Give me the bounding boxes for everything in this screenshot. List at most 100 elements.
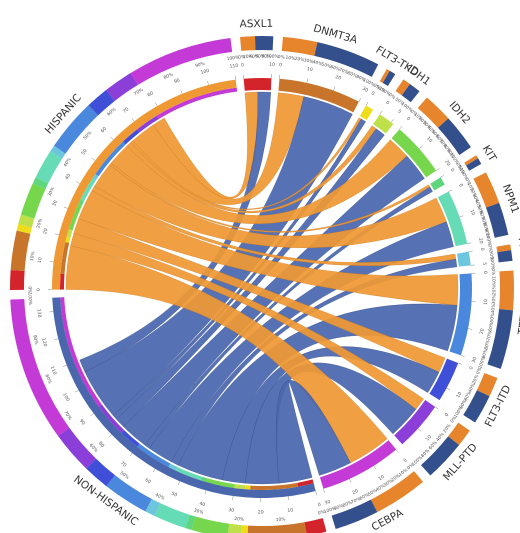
tick-label-idh1-0: 0 <box>385 100 391 107</box>
group-inner-band-non-hispanic-mll-ptd <box>98 404 124 433</box>
tick-hispanic-20 <box>54 233 59 235</box>
percent-label-npm1-50pct: 50% <box>475 204 484 215</box>
group-inner-band-hispanic-asxl1 <box>60 273 65 290</box>
chord-hispanic-phf6 <box>91 185 457 266</box>
percent-label-idh2-30pct: 30% <box>421 120 432 131</box>
tick-label-hispanic-100: 100 <box>200 68 210 76</box>
group-inner-band-hispanic-idh1 <box>66 229 73 238</box>
tick-label-kit-0: 0 <box>449 167 456 173</box>
percent-label-tet2-50pct: 50% <box>489 313 496 323</box>
percent-label-dnmt3a-70pct: 70% <box>338 67 349 76</box>
tick-label-npm1-10: 10 <box>469 209 477 217</box>
percent-label-hispanic-50pct: 50% <box>82 130 93 141</box>
tick-hispanic-60 <box>110 136 114 140</box>
percent-label-idh2-60pct: 60% <box>434 133 445 144</box>
tick-npm1-0 <box>448 189 453 192</box>
tick-mll-ptd-0 <box>435 406 439 410</box>
tick-hispanic-30 <box>63 206 68 209</box>
outer-hispanic-npm1 <box>473 172 500 208</box>
tick-hispanic-110 <box>234 75 236 80</box>
percent-label-non-hispanic-0pct: 0% <box>317 509 325 517</box>
tick-non-hispanic-30 <box>232 495 234 500</box>
percent-label-flt3-itd-80pct: 80% <box>458 398 468 409</box>
percent-label-tet2-70pct: 70% <box>486 331 494 342</box>
inner-arc-flt3-tkd <box>360 105 374 120</box>
tick-hispanic-90 <box>180 89 183 94</box>
percent-label-asxl1-0pct: 0% <box>238 54 245 61</box>
inner-arc-flt3-itd <box>429 358 459 401</box>
percent-label-tet2-80pct: 80% <box>483 339 491 350</box>
inner-arc-idh2 <box>391 129 437 178</box>
tick-label-dnmt3a-10: 10 <box>306 66 313 73</box>
chord-hispanic-idh1 <box>126 125 377 214</box>
group-inner-band-non-hispanic-kit <box>200 476 207 482</box>
percent-label-asxl1-100pct: 100% <box>266 53 279 60</box>
percent-label-phf6-0pct: 0% <box>486 244 493 252</box>
tick-idh2-0 <box>399 126 403 130</box>
tick-non-hispanic-70 <box>129 452 133 457</box>
percent-label-non-hispanic-50pct: 50% <box>119 470 130 481</box>
inner-arc-asxl1 <box>243 77 272 91</box>
outer-hispanic-phf6 <box>496 244 512 253</box>
tick-non-hispanic-40 <box>204 490 207 495</box>
group-inner-band-non-hispanic-flt3-itd <box>121 429 140 447</box>
percent-label-tet2-0pct: 0% <box>490 268 496 275</box>
tick-label-dnmt3a-30: 30 <box>361 86 369 94</box>
outer-mix-non-hispanic-asxl1 <box>304 518 327 533</box>
percent-label-npm1-30pct: 30% <box>471 193 480 204</box>
segment-label-npm1: NPM1 <box>500 183 520 215</box>
tick-npm1-20 <box>467 242 472 244</box>
tick-label-hispanic-0: 0 <box>34 288 40 291</box>
percent-label-non-hispanic-80pct: 80% <box>43 373 52 384</box>
outer-mix-hispanic-tet2 <box>53 105 99 154</box>
tick-hispanic-80 <box>155 102 158 107</box>
percent-label-hispanic-60pct: 60% <box>106 107 117 118</box>
tick-label-hispanic-70: 70 <box>122 106 130 114</box>
tick-label-hispanic-40: 40 <box>64 173 72 181</box>
percent-label-flt3-itd-100pct: 100% <box>453 405 465 419</box>
segment-label-tet2: TET2 <box>516 308 520 336</box>
percent-label-tet2-20pct: 20% <box>491 285 497 295</box>
tick-hispanic-100 <box>207 81 209 85</box>
outer-hispanic-kit <box>464 155 479 166</box>
percent-label-cebpa-60pct: 60% <box>359 492 370 502</box>
tick-label-idh1-5: 5 <box>396 108 402 115</box>
tick-hispanic-40 <box>76 181 80 184</box>
percent-label-phf6-100pct: 100% <box>488 256 495 269</box>
tick-idh1-5 <box>390 119 394 123</box>
outer-mix-non-hispanic-phf6 <box>145 498 161 516</box>
outer-mix-non-hispanic-kit <box>185 514 196 530</box>
outer-mix-hispanic-kit <box>32 177 49 190</box>
tick-non-hispanic-10 <box>288 496 290 501</box>
percent-label-non-hispanic-40pct: 40% <box>154 492 165 502</box>
tick-label-non-hispanic-60: 60 <box>144 477 152 485</box>
group-inner-band-non-hispanic-phf6 <box>168 463 178 471</box>
tick-label-cebpa-0: 0 <box>402 457 408 464</box>
chord-hispanic-cebpa <box>65 245 388 464</box>
percent-label-mll-ptd-60pct: 60% <box>428 440 439 451</box>
percent-label-flt3-itd-20pct: 20% <box>471 374 480 385</box>
tick-label-mll-ptd-0: 0 <box>444 412 451 418</box>
tick-mll-ptd-10 <box>417 428 422 432</box>
tick-label-idh2-20: 20 <box>443 159 451 167</box>
tick-label-npm1-20: 20 <box>477 237 484 244</box>
inner-arc-idh1 <box>373 114 394 134</box>
segment-label-asxl1: ASXL1 <box>239 18 273 31</box>
outer-mix-non-hispanic-flt3-itd <box>86 458 115 487</box>
percent-label-dnmt3a-30pct: 30% <box>303 57 314 65</box>
tick-label-hispanic-50: 50 <box>80 148 88 156</box>
outer-non-hispanic-flt3-tkd <box>382 70 396 87</box>
tick-label-cebpa-10: 10 <box>377 474 385 482</box>
percent-label-tet2-90pct: 90% <box>481 348 490 359</box>
percent-label-kit-0pct: 0% <box>454 162 463 171</box>
percent-label-idh2-50pct: 50% <box>430 129 441 140</box>
percent-label-cebpa-40pct: 40% <box>375 483 386 493</box>
tick-label-hispanic-80: 80 <box>147 90 155 98</box>
tick-idh2-10 <box>419 145 423 149</box>
outer-mix-non-hispanic-cebpa <box>10 298 70 436</box>
tick-cebpa-30 <box>323 488 325 493</box>
percent-label-mll-ptd-20pct: 20% <box>442 423 453 434</box>
tick-flt3-itd-10 <box>446 387 451 391</box>
tick-label-flt3-tkd-0: 0 <box>370 90 376 97</box>
percent-label-npm1-40pct: 40% <box>473 198 482 209</box>
